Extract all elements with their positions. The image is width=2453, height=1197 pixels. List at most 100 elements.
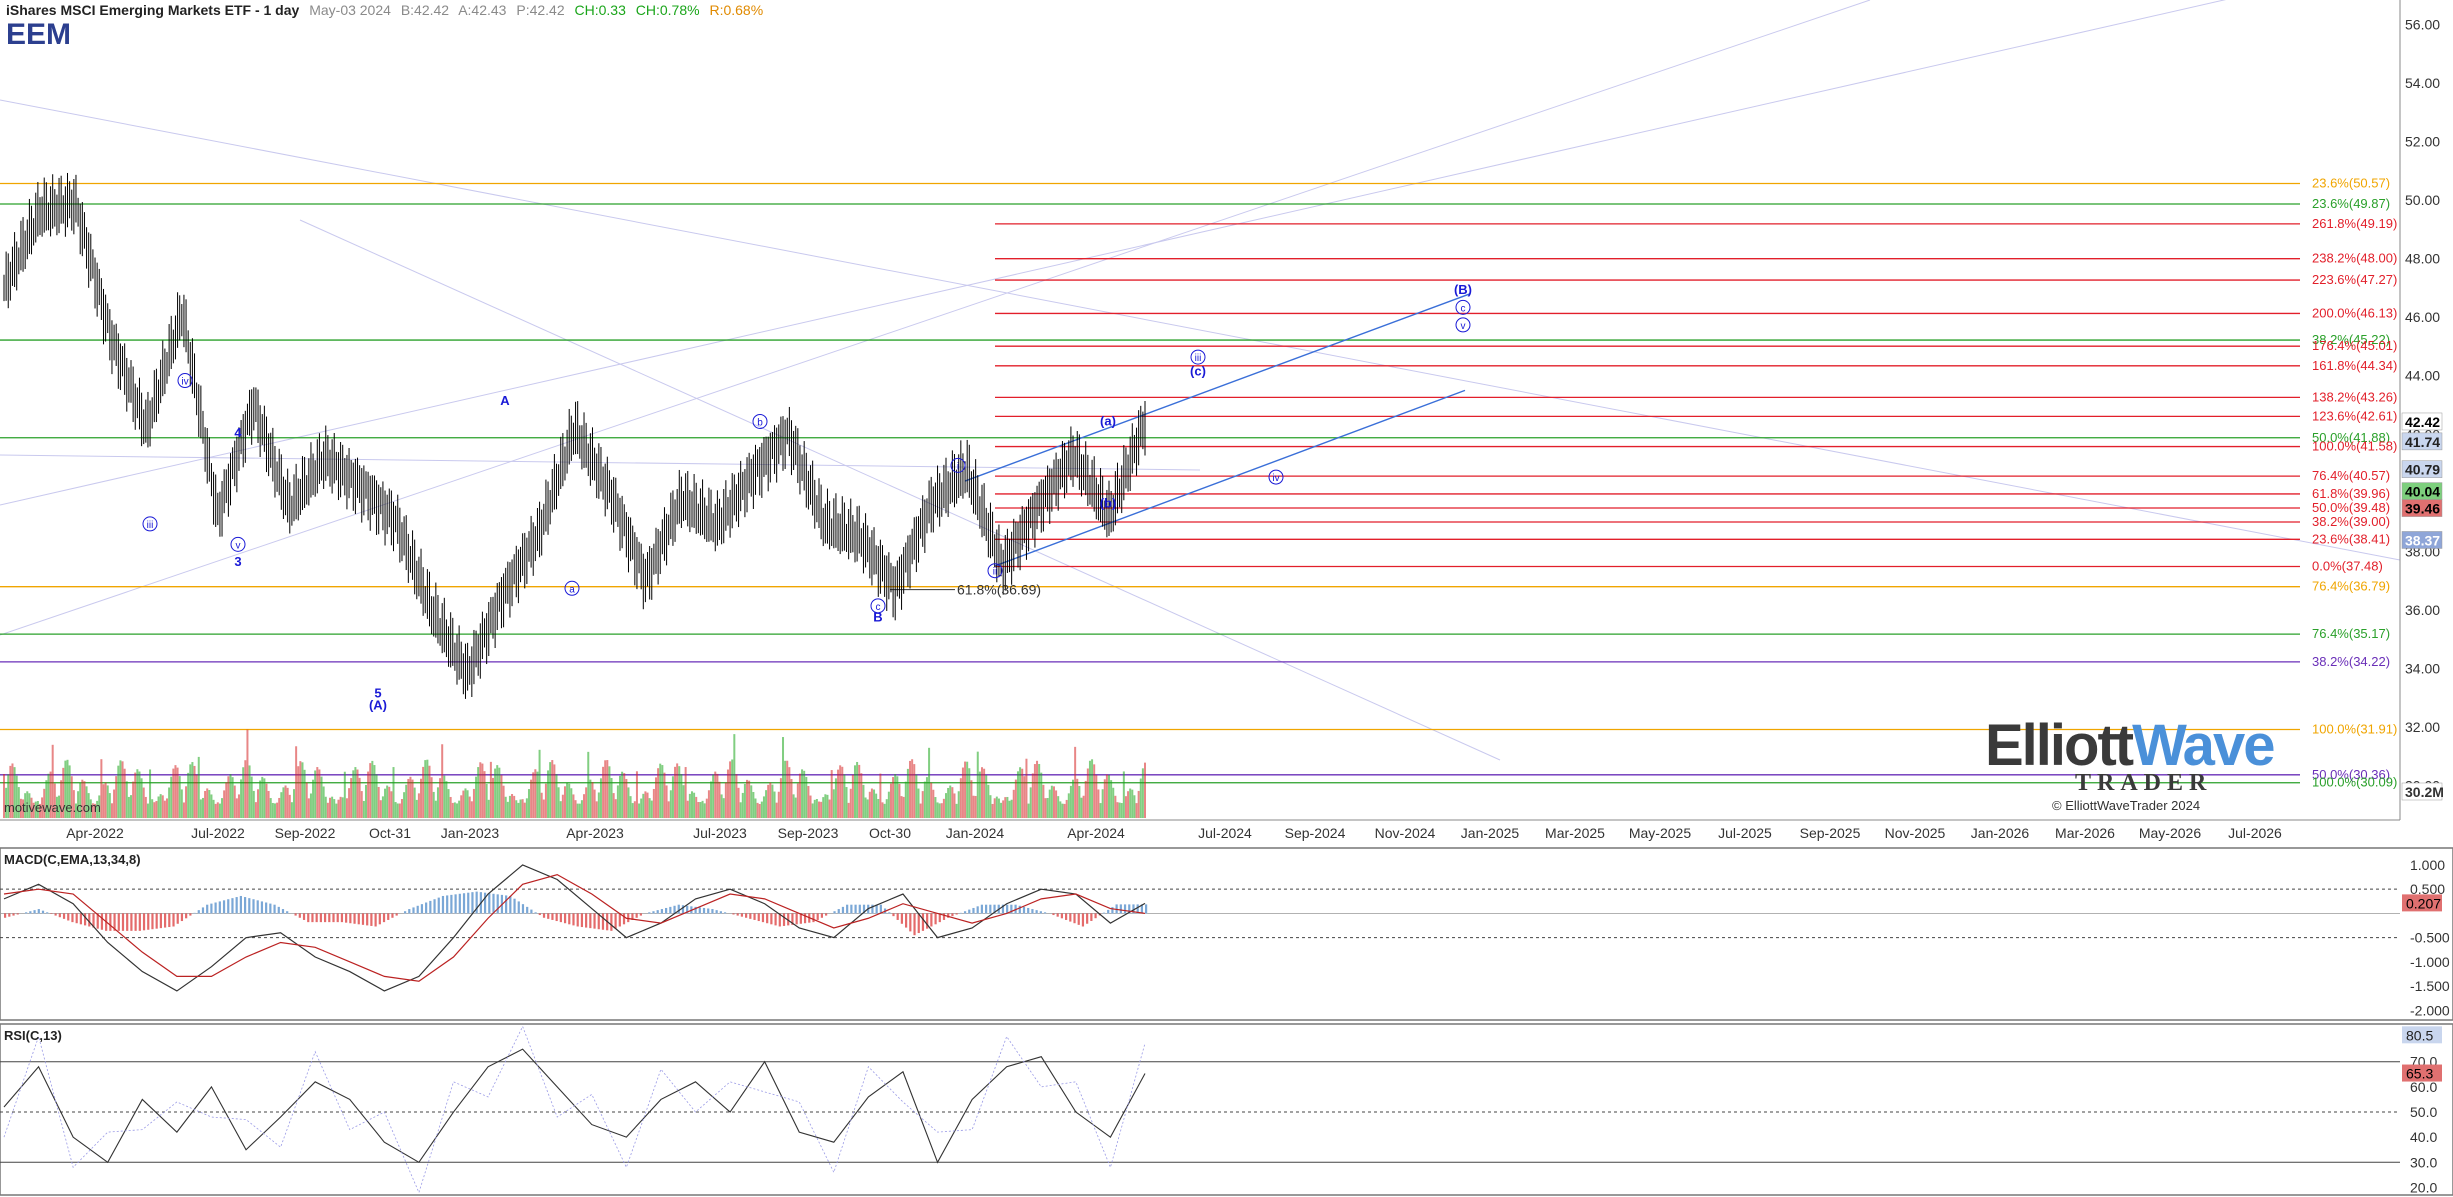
volume-bar [384,788,387,818]
volume-bar [1139,778,1142,818]
macd-histogram-bar [892,913,895,917]
volume-bar [100,759,103,818]
volume-bar [775,802,778,818]
volume-bar [777,791,780,818]
time-tick-20: Jan-2026 [1971,825,2030,841]
macd-histogram-bar [391,913,394,918]
volume-bar [697,802,700,818]
macd-histogram-bar [875,904,878,914]
fib-label-8: 161.8%(44.34) [2312,358,2397,373]
macd-histogram-bar [307,913,310,923]
volume-bar [400,799,403,818]
macd-histogram-bar [176,913,179,924]
macd-histogram-bar [412,907,415,914]
volume-bar [1059,801,1062,818]
macd-histogram-bar [926,913,929,929]
volume-bar [489,761,492,818]
volume-bar [921,791,924,818]
volume-bar [930,782,933,818]
volume-bar [970,780,973,818]
volume-bar [189,764,192,818]
volume-bar [72,790,75,818]
volume-bar [913,764,916,818]
macd-histogram-bar [483,892,487,914]
macd-histogram-bar [395,913,398,916]
volume-bar [1131,789,1134,818]
macd-histogram-bar [622,913,626,925]
macd-histogram-bar [951,913,954,917]
price-tag-3: 40.04 [2405,484,2440,500]
volume-bar [405,784,408,818]
fib-label-24: 100.0%(30.09) [2312,775,2397,790]
volume-bar [312,779,315,818]
volume-bar [801,769,804,818]
volume-bar [369,763,372,818]
volume-bar [919,803,922,818]
macd-histogram-bar [989,904,992,914]
volume-bar [678,766,681,818]
volume-bar [813,799,816,818]
volume-bar [574,800,577,818]
macd-histogram-bar [450,894,453,914]
macd-histogram-bar [1136,904,1139,914]
macd-tick-5: -2.000 [2410,1002,2450,1018]
volume-bar [818,801,820,818]
macd-histogram-bar [787,913,790,926]
volume-bar [354,767,357,818]
volume-bar [693,792,696,818]
volume-bar [388,786,391,818]
volume-bar [252,790,255,818]
price-tag-bg-5 [2401,531,2443,549]
volume-bar [265,783,268,818]
volume-bar [900,796,903,818]
time-axis[interactable]: Apr-2022 Jul-2022 Sep-2022 Oct-31 Jan-2023 Ap… [0,819,2400,841]
volume-bar [468,796,471,818]
fib-label-5: 200.0%(46.13) [2312,305,2397,320]
volume-bar [1088,760,1091,818]
volume-bar [828,799,831,818]
volume-bar [955,803,958,818]
macd-histogram-bar [976,906,979,914]
macd-histogram-bar [201,907,205,914]
macd-histogram-bar [1123,904,1127,914]
volume-bar [894,774,897,818]
volume-bar [176,767,179,818]
volume-bar [206,788,209,818]
volume-bar [434,800,437,818]
volume-bar [714,771,717,818]
volume-bar [511,794,514,818]
volume-bar [1057,796,1060,818]
volume-bar [460,795,463,818]
volume-bar [487,799,490,818]
volume-bar [320,776,323,818]
volume-bar [843,774,846,818]
volume-bar [896,776,899,818]
wave-label-20: c [1461,303,1466,314]
macd-histogram-bar [963,911,967,914]
macd-histogram-bar [1035,910,1038,914]
volume-bar [532,772,535,818]
macd-histogram-bar [433,899,436,914]
price-axis[interactable]: 56.0054.0052.0050.0048.0046.0044.0042.00… [2399,0,2444,820]
volume-bar [760,801,763,818]
volume-bar [153,802,156,818]
volume-bar [540,792,543,818]
volume-bar [98,795,101,818]
volume-bar [187,772,190,818]
macd-histogram-bar [521,904,525,914]
macd-histogram-bar [323,913,327,923]
volume-bar [737,787,740,818]
fib-label-23: 50.0%(30.36) [2312,767,2390,782]
volume-bar [873,789,876,818]
volume-bar [201,797,204,818]
volume-bar [309,793,312,818]
macd-histogram-bar [96,913,99,929]
volume-bar [166,798,168,818]
trendline-4 [299,219,1501,761]
volume-bar [199,799,202,818]
volume-bar [735,774,738,818]
volume-bar [566,782,569,818]
volume-bar [108,793,111,818]
logo-word-elliott: Elliott [1985,713,2134,778]
volume-bar [1006,796,1009,818]
